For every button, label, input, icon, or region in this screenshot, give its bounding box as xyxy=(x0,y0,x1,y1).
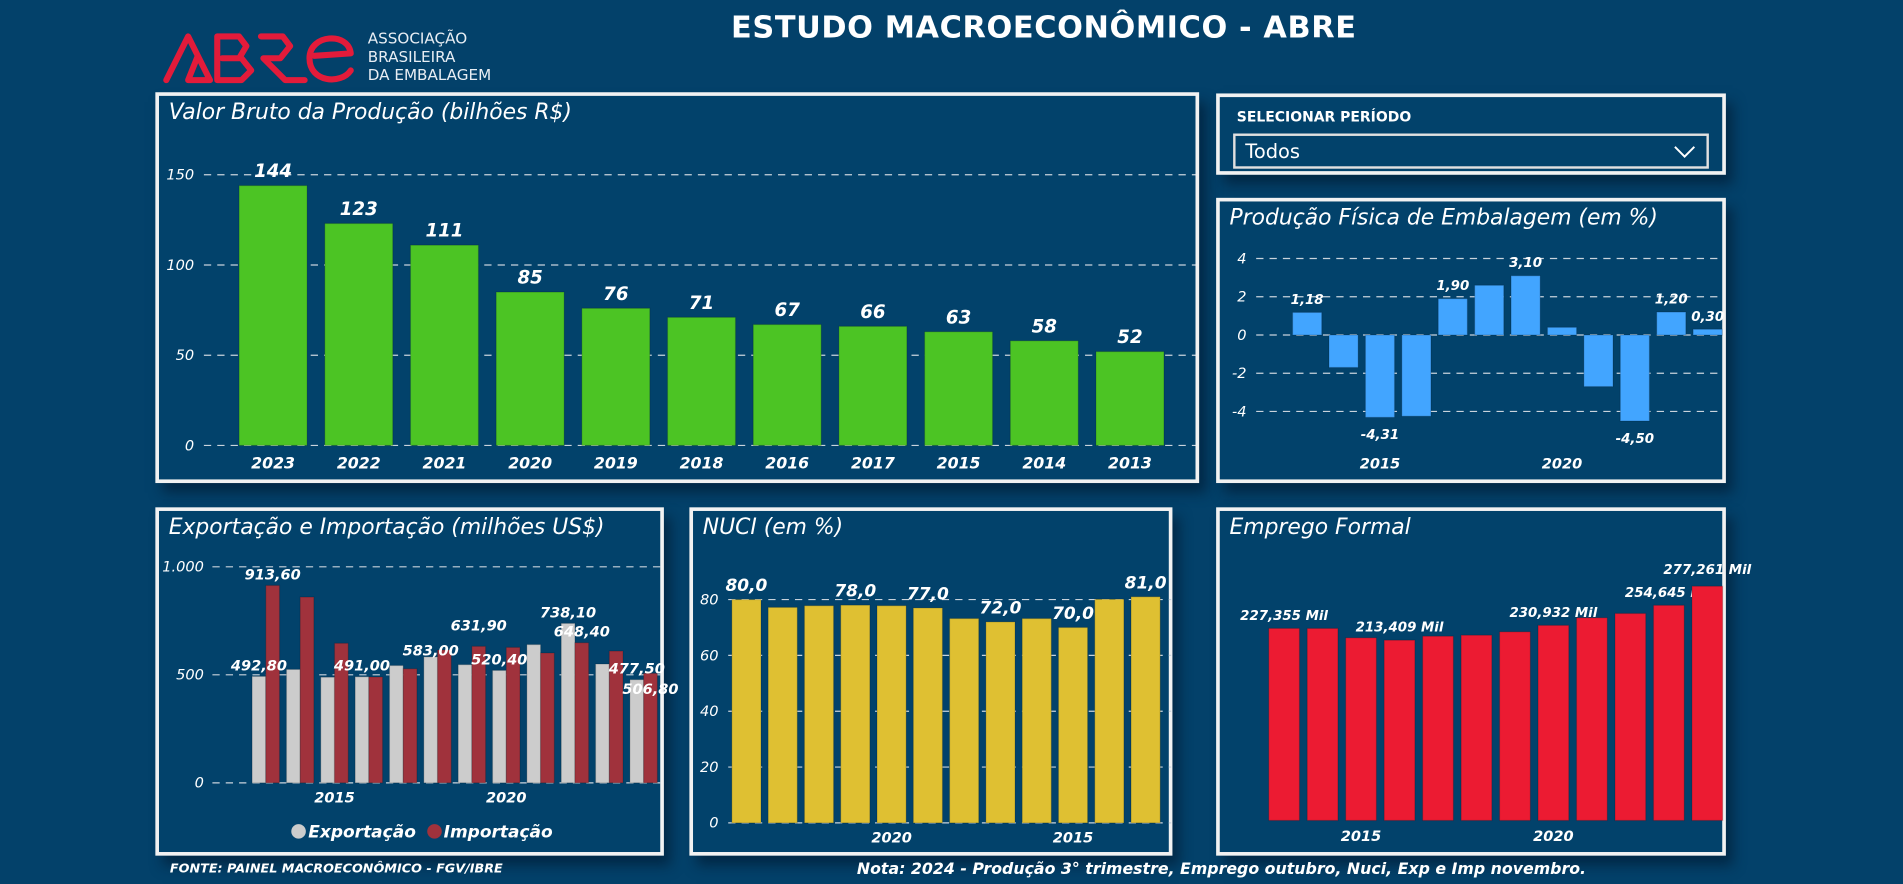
legend-swatch-importacao xyxy=(426,824,442,839)
valor-bruto-panel: Valor Bruto da Produção (bilhões R$) xyxy=(155,92,1200,484)
legend-label: Importação xyxy=(443,822,553,843)
logo-line: ASSOCIAÇÃO xyxy=(367,29,468,48)
chart-title: Produção Física de Embalagem (em %) xyxy=(1229,205,1658,231)
filter-label: SELECIONAR PERÍODO xyxy=(1236,108,1412,126)
logo-line: BRASILEIRA xyxy=(367,47,456,66)
legend-label: Exportação xyxy=(308,822,416,843)
chart-title: Emprego Formal xyxy=(1229,514,1411,541)
emprego-formal-panel: Emprego Formal xyxy=(1216,507,1726,856)
chevron-down-icon xyxy=(1674,146,1696,158)
page-title: ESTUDO MACROECONÔMICO - ABRE xyxy=(731,9,1357,45)
chart-title: NUCI (em %) xyxy=(702,514,844,541)
logo-line: DA EMBALAGEM xyxy=(367,65,492,84)
nuci-panel: NUCI (em %) xyxy=(689,507,1173,856)
legend-swatch-exportacao xyxy=(291,824,306,839)
period-filter-panel: SELECIONAR PERÍODO Todos xyxy=(1216,93,1726,175)
abre-logo-mark xyxy=(163,33,354,84)
period-dropdown[interactable]: Todos xyxy=(1233,133,1709,169)
logo-text: ASSOCIAÇÃO BRASILEIRA DA EMBALAGEM xyxy=(368,29,491,84)
chart-title: Valor Bruto da Produção (bilhões R$) xyxy=(168,99,572,126)
chart-title: Exportação e Importação (milhões US$) xyxy=(168,514,605,541)
source-note: FONTE: PAINEL MACROECONÔMICO - FGV/IBRE xyxy=(169,861,503,877)
footnote: Nota: 2024 - Produção 3° trimestre, Empr… xyxy=(856,860,1587,879)
producao-fisica-panel: Produção Física de Embalagem (em %) xyxy=(1216,197,1726,484)
chart-legend: Exportação Importação xyxy=(291,822,553,843)
exportacao-importacao-panel: Exportação e Importação (milhões US$) xyxy=(155,507,664,856)
dropdown-value: Todos xyxy=(1245,139,1301,163)
